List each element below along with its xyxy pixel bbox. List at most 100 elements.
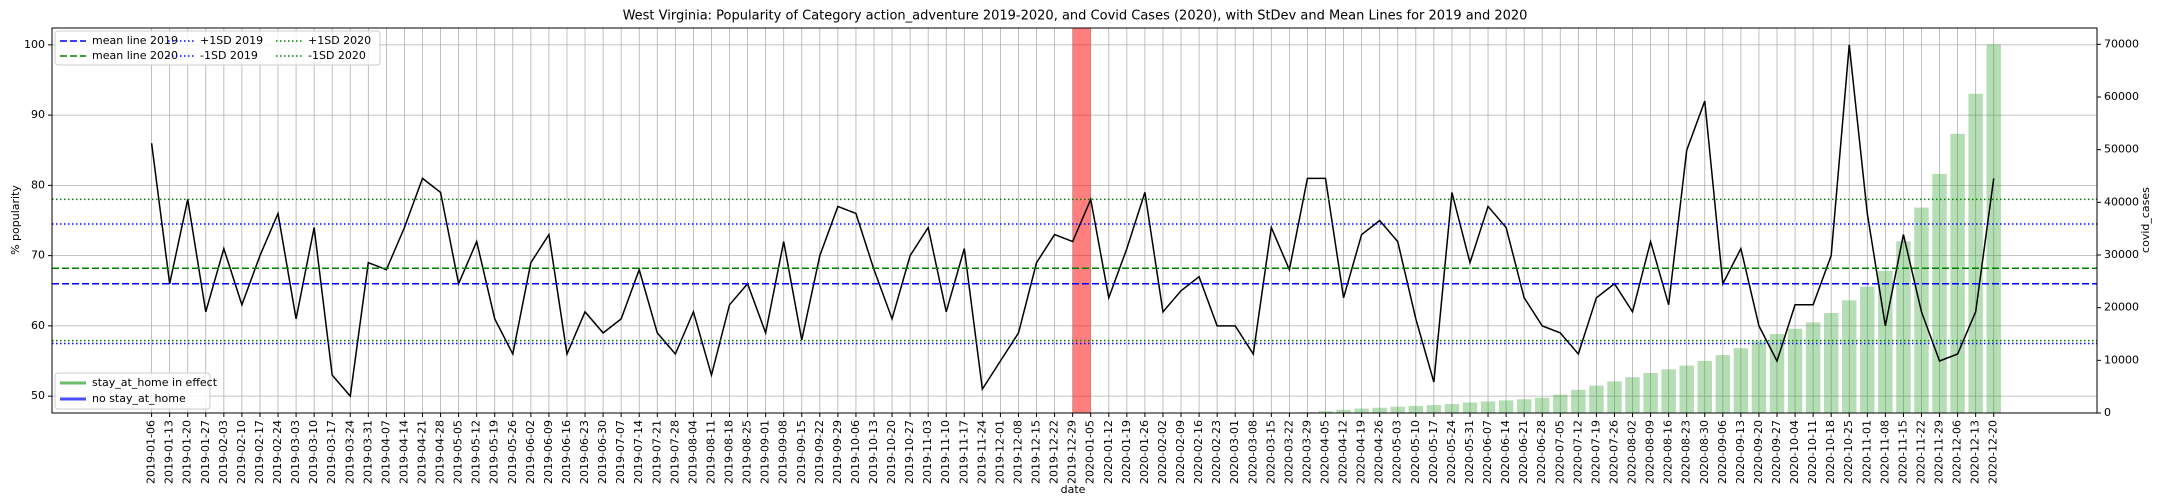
x-tick-label: 2020-12-20 bbox=[1987, 420, 2000, 484]
x-tick-label: 2020-04-12 bbox=[1337, 420, 1350, 484]
x-tick-label: 2019-01-20 bbox=[181, 420, 194, 484]
x-tick-label: 2020-05-17 bbox=[1427, 420, 1440, 484]
x-tick-label: 2019-07-07 bbox=[614, 420, 627, 484]
bar bbox=[1986, 44, 2001, 413]
bar bbox=[1932, 173, 1947, 413]
x-tick-label: 2020-02-02 bbox=[1156, 420, 1169, 484]
bar bbox=[1679, 365, 1694, 413]
x-tick-label: 2020-01-12 bbox=[1102, 420, 1115, 484]
x-tick-label: 2020-08-02 bbox=[1626, 420, 1639, 484]
bar bbox=[1968, 93, 1983, 413]
bar bbox=[1426, 405, 1442, 413]
x-tick-label: 2019-12-22 bbox=[1048, 420, 1061, 484]
x-tick-label: 2019-03-03 bbox=[289, 420, 302, 484]
y-tick-label: 80 bbox=[31, 178, 45, 191]
x-tick-label: 2020-04-05 bbox=[1319, 420, 1332, 484]
chart-title: West Virginia: Popularity of Category ac… bbox=[623, 9, 1528, 24]
y2-axis-label: covid_cases bbox=[2139, 187, 2152, 253]
x-tick-label: 2019-09-08 bbox=[777, 420, 790, 484]
x-tick-label: 2020-07-26 bbox=[1607, 420, 1620, 484]
x-tick-label: 2019-09-01 bbox=[759, 420, 772, 484]
x-tick-label: 2020-03-22 bbox=[1282, 420, 1295, 484]
x-tick-label: 2020-10-25 bbox=[1842, 420, 1855, 484]
x-tick-label: 2020-09-13 bbox=[1734, 420, 1747, 484]
bar bbox=[1372, 407, 1387, 413]
x-tick-label: 2019-01-27 bbox=[199, 420, 212, 484]
x-tick-label: 2020-09-27 bbox=[1770, 420, 1783, 484]
x-tick-label: 2020-11-15 bbox=[1896, 420, 1909, 484]
x-tick-label: 2019-08-25 bbox=[741, 420, 754, 484]
x-tick-label: 2020-09-20 bbox=[1752, 420, 1765, 484]
bar bbox=[1336, 409, 1351, 413]
x-tick-label: 2020-05-24 bbox=[1445, 420, 1458, 484]
x-tick-label: 2020-07-05 bbox=[1553, 420, 1566, 484]
x-tick-label: 2019-05-12 bbox=[470, 420, 483, 484]
bar bbox=[1751, 341, 1767, 413]
x-tick-label: 2019-09-15 bbox=[795, 420, 808, 484]
bar bbox=[1860, 286, 1875, 413]
x-tick-label: 2020-11-08 bbox=[1878, 420, 1891, 484]
bar bbox=[1661, 369, 1676, 413]
y2-tick-label: 40000 bbox=[2104, 195, 2139, 208]
bar bbox=[1715, 355, 1731, 413]
x-tick-label: 2019-03-31 bbox=[361, 420, 374, 484]
x-tick-label: 2020-02-09 bbox=[1174, 420, 1187, 484]
x-tick-label: 2019-01-06 bbox=[145, 420, 158, 484]
x-tick-label: 2019-04-28 bbox=[434, 420, 447, 484]
x-tick-label: 2019-10-20 bbox=[885, 420, 898, 484]
x-tick-label: 2019-04-07 bbox=[379, 420, 392, 484]
x-tick-label: 2019-10-06 bbox=[849, 420, 862, 484]
y2-tick-label: 60000 bbox=[2104, 90, 2139, 103]
x-tick-label: 2019-12-08 bbox=[1011, 420, 1024, 484]
x-tick-label: 2020-12-06 bbox=[1951, 420, 1964, 484]
x-tick-label: 2019-06-09 bbox=[542, 420, 555, 484]
x-tick-label: 2020-07-19 bbox=[1589, 420, 1602, 484]
x-tick-label: 2019-03-24 bbox=[343, 420, 356, 484]
x-tick-label: 2019-07-14 bbox=[632, 420, 645, 484]
x-tick-label: 2020-04-19 bbox=[1355, 420, 1368, 484]
x-tick-label: 2019-06-23 bbox=[578, 420, 591, 484]
bar bbox=[1498, 400, 1514, 413]
bar bbox=[1733, 348, 1749, 413]
x-tick-label: 2019-06-02 bbox=[524, 420, 537, 484]
x-tick-label: 2019-06-16 bbox=[560, 420, 573, 484]
bar bbox=[1643, 372, 1658, 413]
y-tick-label: 100 bbox=[24, 38, 45, 51]
x-tick-label: 2019-03-17 bbox=[325, 420, 338, 484]
y2-tick-label: 30000 bbox=[2104, 248, 2139, 261]
bar bbox=[1589, 385, 1604, 413]
legend-box bbox=[54, 372, 211, 410]
y-tick-label: 90 bbox=[31, 108, 45, 121]
x-tick-label: 2020-03-01 bbox=[1228, 420, 1241, 484]
x-tick-label: 2020-11-29 bbox=[1933, 420, 1946, 484]
x-tick-label: 2019-04-21 bbox=[416, 420, 429, 484]
x-tick-label: 2019-10-13 bbox=[867, 420, 880, 484]
bar bbox=[1354, 408, 1369, 413]
x-tick-label: 2020-06-14 bbox=[1499, 420, 1512, 484]
x-tick-label: 2020-05-03 bbox=[1391, 420, 1404, 484]
bar bbox=[1408, 405, 1424, 413]
x-tick-label: 2020-10-18 bbox=[1824, 420, 1837, 484]
bar bbox=[1390, 406, 1405, 413]
y2-tick-label: 50000 bbox=[2104, 143, 2139, 156]
y-axis-label: % popularity bbox=[9, 185, 22, 255]
x-tick-label: 2020-02-16 bbox=[1192, 420, 1205, 484]
x-tick-label: 2019-12-01 bbox=[993, 420, 1006, 484]
x-tick-label: 2020-08-16 bbox=[1662, 420, 1675, 484]
x-tick-label: 2019-12-29 bbox=[1066, 420, 1079, 484]
x-tick-label: 2020-06-21 bbox=[1517, 420, 1530, 484]
x-tick-label: 2019-09-22 bbox=[813, 420, 826, 484]
x-tick-label: 2020-08-30 bbox=[1698, 420, 1711, 484]
bar bbox=[1571, 389, 1586, 413]
x-tick-label: 2019-01-13 bbox=[163, 420, 176, 484]
bar bbox=[1462, 402, 1478, 413]
x-tick-label: 2019-11-10 bbox=[939, 420, 952, 484]
legend-label: +1SD 2020 bbox=[308, 34, 371, 47]
legend: mean line 2019 mean line 2020 +1SD 2019 -1S… bbox=[54, 30, 381, 66]
y-tick-label: 60 bbox=[31, 319, 45, 332]
y2-tick-label: 20000 bbox=[2104, 301, 2139, 314]
x-tick-label: 2019-02-24 bbox=[271, 420, 284, 484]
legend-label: stay_at_home in effect bbox=[92, 376, 218, 389]
bar bbox=[1318, 411, 1333, 413]
